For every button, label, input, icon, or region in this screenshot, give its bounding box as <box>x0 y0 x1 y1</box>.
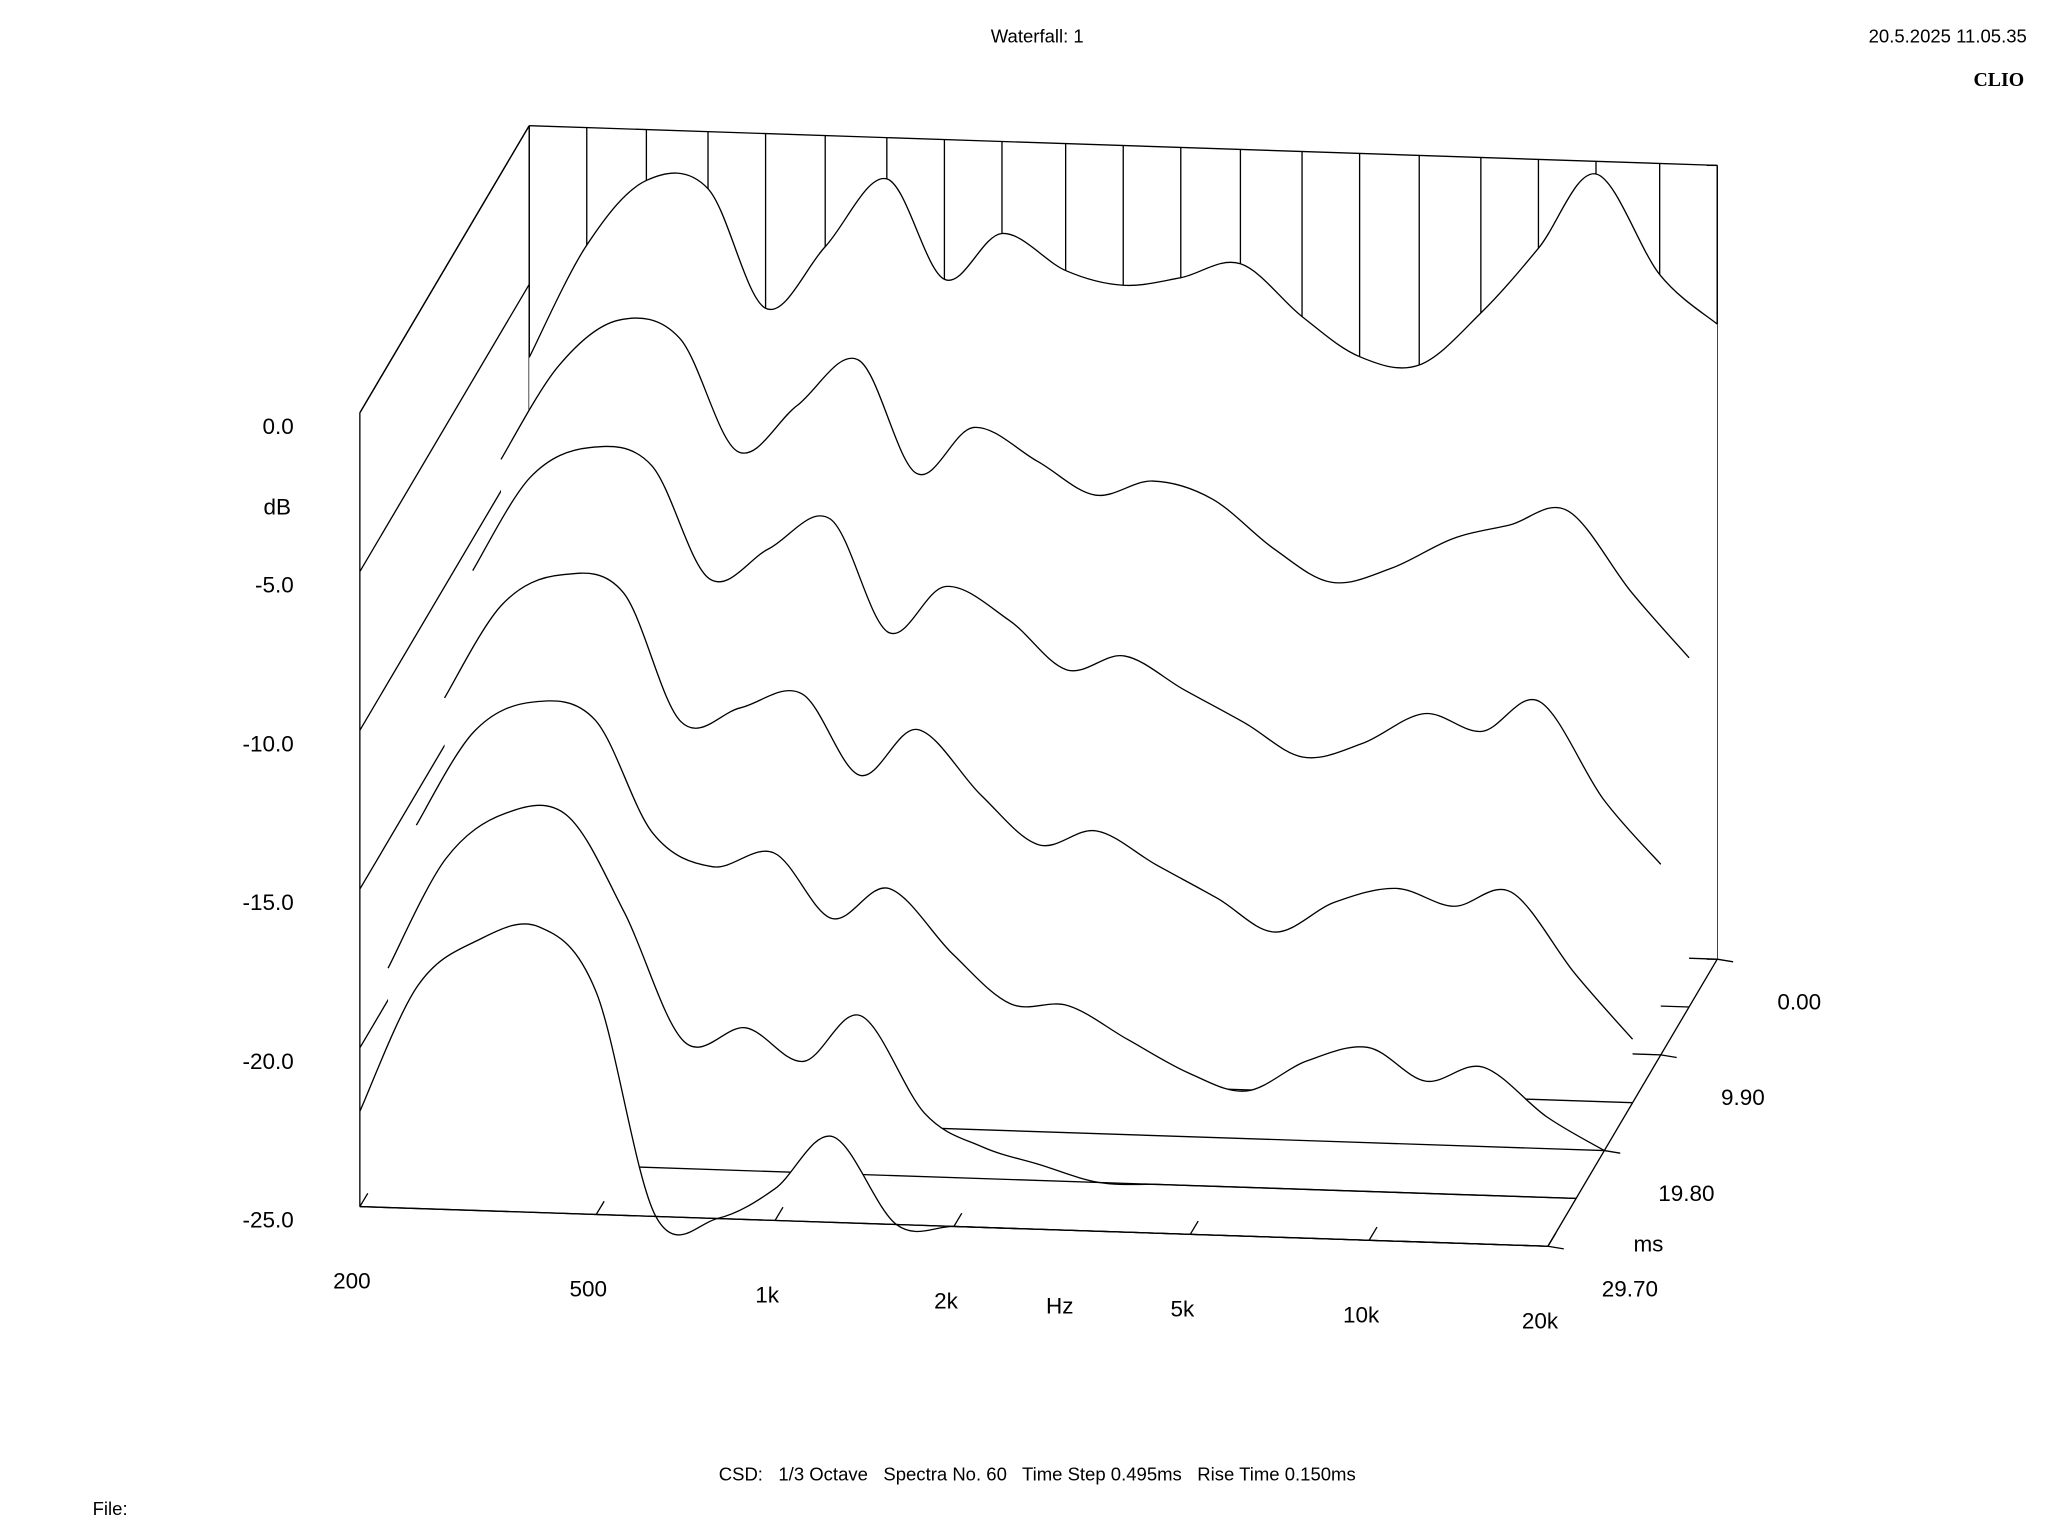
left-wall-grid-line <box>359 284 530 572</box>
z-tick-label: 19.80 <box>1658 1181 1714 1206</box>
hidden-fill <box>388 805 1577 1199</box>
x-tick <box>1368 1226 1378 1241</box>
x-axis-label: Hz <box>1046 1294 1073 1319</box>
z-tick <box>1547 1245 1564 1250</box>
z-tick <box>1604 1149 1621 1154</box>
y-tick-label: 0.0 <box>262 414 293 439</box>
z-tick-label: 0.00 <box>1777 989 1821 1014</box>
left-wall-grid-line <box>359 125 530 414</box>
x-tick <box>1189 1220 1199 1235</box>
brand: CLIO <box>1973 69 2024 91</box>
z-tick <box>1717 958 1734 963</box>
file-label: File: <box>93 1498 128 1519</box>
x-tick <box>595 1200 605 1215</box>
z-tick-label: 29.70 <box>1602 1277 1658 1302</box>
x-tick-label: 500 <box>570 1276 608 1301</box>
timestamp: 20.5.2025 11.05.35 <box>1869 25 2027 46</box>
chart-title: Waterfall: 1 <box>991 25 1084 46</box>
spectrum-line <box>472 445 1662 865</box>
x-tick-label: 20k <box>1522 1308 1559 1333</box>
z-axis-label: ms <box>1633 1232 1663 1257</box>
footer: CSD: 1/3 Octave Spectra No. 60 Time Step… <box>719 1463 1356 1484</box>
left-wall-grid-line <box>359 442 530 731</box>
z-tick <box>1660 1054 1677 1059</box>
spectrum-line <box>528 172 1718 369</box>
z-tick-label: 9.90 <box>1721 1085 1765 1110</box>
right-bottom-axis <box>1547 958 1718 1247</box>
hidden-fill <box>416 700 1605 1151</box>
x-tick-label: 5k <box>1170 1296 1195 1321</box>
x-tick-label: 2k <box>934 1288 959 1313</box>
x-tick-label: 1k <box>755 1282 780 1307</box>
spectrum-line <box>443 572 1634 1040</box>
y-tick-label: -15.0 <box>242 890 293 915</box>
spectrum-line <box>500 317 1690 659</box>
x-tick-label: 200 <box>333 1269 371 1294</box>
y-tick-label: -10.0 <box>242 731 293 756</box>
back-wall-top <box>529 125 1718 167</box>
y-axis-label: dB <box>264 495 292 520</box>
y-tick-label: -5.0 <box>255 573 294 598</box>
y-tick-label: -25.0 <box>242 1208 293 1233</box>
y-tick-label: -20.0 <box>242 1049 293 1074</box>
x-tick <box>359 1193 369 1207</box>
x-tick <box>1547 1232 1557 1247</box>
spectrum-line <box>415 700 1605 1152</box>
x-tick-label: 10k <box>1343 1302 1380 1327</box>
x-tick <box>774 1206 784 1221</box>
hidden-fill <box>359 923 1548 1247</box>
x-tick <box>953 1212 963 1227</box>
